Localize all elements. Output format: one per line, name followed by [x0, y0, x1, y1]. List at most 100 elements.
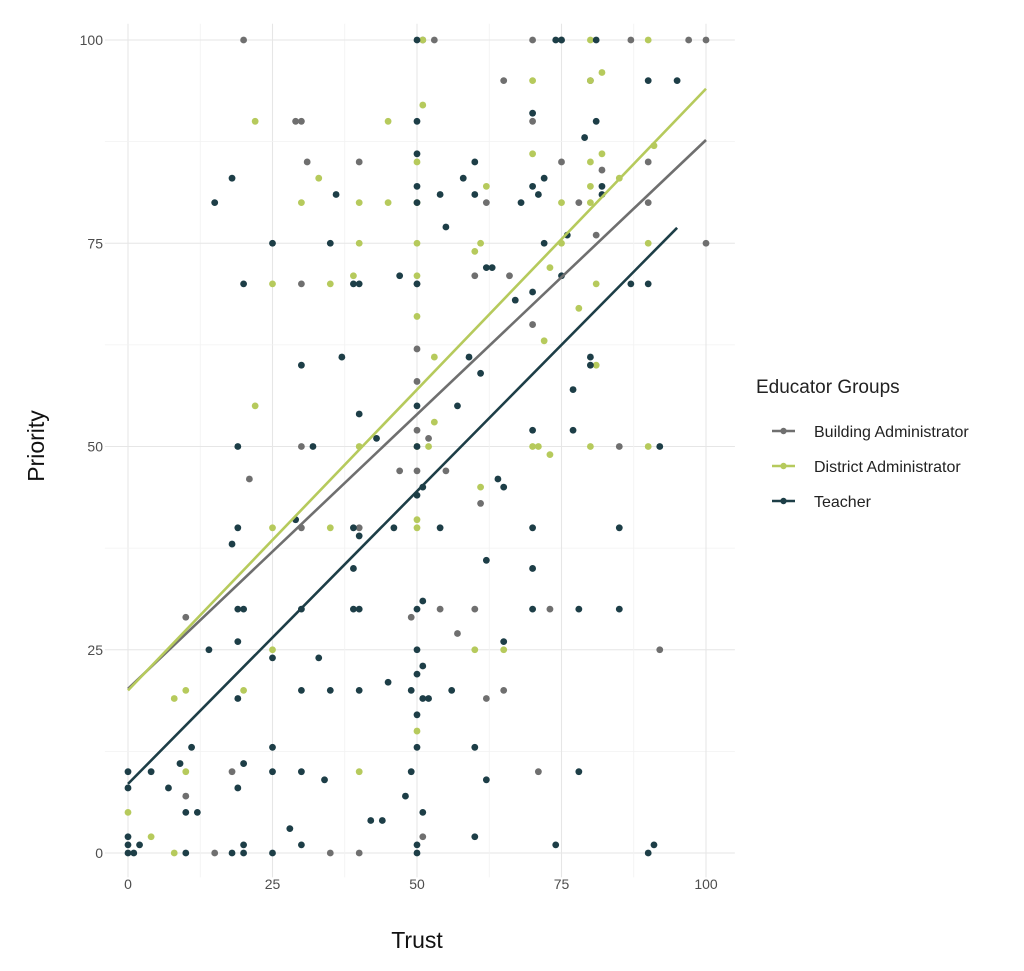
point-teacher	[419, 597, 427, 605]
point-teacher	[419, 695, 427, 702]
point-building-administrator	[413, 467, 421, 475]
point-teacher	[529, 288, 536, 296]
legend-label-district-administrator: District Administrator	[814, 459, 961, 476]
point-teacher	[269, 654, 276, 662]
point-building-administrator	[644, 158, 652, 166]
point-teacher	[575, 768, 583, 776]
point-district-administrator	[355, 199, 363, 207]
point-teacher	[494, 475, 502, 483]
point-district-administrator	[529, 77, 536, 85]
point-teacher	[482, 556, 490, 564]
point-teacher	[552, 36, 560, 44]
point-district-administrator	[355, 768, 363, 776]
point-district-administrator	[500, 646, 508, 654]
grid	[104, 23, 735, 878]
point-building-administrator	[298, 443, 305, 450]
point-building-administrator	[529, 321, 536, 328]
point-teacher	[228, 174, 236, 182]
point-teacher	[500, 638, 508, 646]
point-teacher	[413, 199, 421, 207]
point-teacher	[413, 280, 421, 288]
point-teacher	[355, 532, 363, 540]
point-teacher	[552, 841, 560, 849]
point-teacher	[558, 36, 565, 44]
point-teacher	[644, 849, 652, 857]
point-district-administrator	[534, 443, 542, 450]
point-district-administrator	[298, 199, 305, 207]
point-teacher	[517, 199, 525, 207]
point-district-administrator	[419, 101, 427, 109]
point-teacher	[627, 280, 635, 288]
point-district-administrator	[587, 182, 594, 190]
fit-line-district-administrator	[127, 87, 707, 692]
point-teacher	[124, 849, 132, 857]
point-teacher	[205, 646, 213, 654]
x-tick-label: 50	[409, 876, 425, 892]
point-teacher	[355, 687, 363, 694]
point-teacher	[587, 353, 594, 361]
point-building-administrator	[240, 36, 248, 44]
point-teacher	[477, 369, 484, 377]
point-teacher	[413, 150, 421, 158]
point-building-administrator	[442, 467, 450, 475]
point-teacher	[234, 784, 242, 792]
point-district-administrator	[355, 239, 363, 247]
point-teacher	[269, 768, 276, 776]
point-teacher	[269, 849, 276, 857]
point-teacher	[500, 483, 508, 491]
legend: Educator Groups Building Administrator Di…	[756, 377, 969, 511]
fit-line-building-administrator	[127, 139, 707, 690]
point-district-administrator	[575, 304, 583, 312]
point-teacher	[211, 199, 219, 207]
point-teacher	[413, 117, 421, 125]
point-district-administrator	[419, 36, 427, 44]
point-building-administrator	[575, 199, 583, 207]
point-teacher	[378, 817, 386, 824]
point-district-administrator	[644, 239, 652, 247]
point-teacher	[615, 524, 623, 532]
point-district-administrator	[529, 443, 536, 450]
point-teacher	[124, 841, 132, 849]
point-teacher	[234, 443, 242, 450]
point-teacher	[482, 264, 490, 272]
point-teacher	[529, 524, 536, 532]
point-teacher	[234, 695, 242, 702]
point-district-administrator	[147, 833, 155, 841]
point-building-administrator	[702, 36, 710, 44]
point-teacher	[298, 768, 305, 776]
x-axis-ticks: 0 25 50 75 100	[124, 876, 718, 892]
point-teacher	[407, 687, 415, 694]
point-teacher	[228, 849, 236, 857]
point-district-administrator	[269, 524, 276, 532]
point-teacher	[350, 280, 357, 288]
point-teacher	[540, 239, 548, 247]
point-teacher	[471, 191, 479, 198]
point-teacher	[419, 808, 427, 816]
point-teacher	[436, 191, 444, 198]
point-district-administrator	[598, 150, 606, 158]
point-building-administrator	[529, 117, 536, 125]
point-teacher	[529, 426, 536, 434]
point-teacher	[592, 117, 600, 125]
point-teacher	[240, 849, 248, 857]
point-district-administrator	[413, 524, 421, 532]
y-axis-ticks: 0 25 50 75 100	[80, 32, 104, 861]
point-teacher	[355, 605, 363, 613]
point-building-administrator	[355, 849, 363, 857]
point-district-administrator	[592, 361, 600, 369]
point-building-administrator	[355, 158, 363, 166]
point-teacher	[124, 784, 132, 792]
point-teacher	[136, 841, 143, 849]
point-teacher	[298, 841, 305, 849]
point-teacher	[396, 272, 404, 280]
point-building-administrator	[500, 77, 508, 85]
point-teacher	[413, 743, 421, 751]
point-building-administrator	[211, 849, 219, 857]
point-teacher	[413, 849, 421, 857]
point-district-administrator	[546, 451, 554, 459]
point-teacher	[332, 191, 340, 198]
point-teacher	[436, 524, 444, 532]
point-building-administrator	[182, 613, 190, 621]
legend-label-building-administrator: Building Administrator	[814, 424, 969, 441]
point-district-administrator	[477, 483, 484, 491]
